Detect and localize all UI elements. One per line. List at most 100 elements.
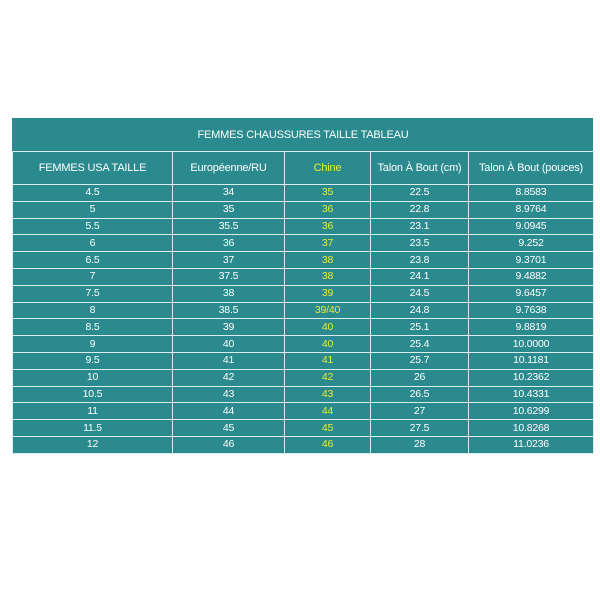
column-header: Talon À Bout (cm) [370, 151, 469, 185]
table-cell: 42 [172, 368, 285, 387]
table-row: 6 36 37 23.5 9.252 [12, 234, 594, 253]
table-cell: 10.6299 [468, 402, 594, 421]
title-row: FEMMES CHAUSSURES TAILLE TABLEAU [12, 118, 594, 152]
table-cell: 41 [284, 351, 371, 370]
table-row: 5 35 36 22.8 8.9764 [12, 200, 594, 219]
table-cell: 9.5 [12, 351, 173, 370]
table-cell: 10.1181 [468, 351, 594, 370]
table-cell: 44 [284, 402, 371, 421]
table-cell: 45 [284, 419, 371, 437]
table-cell: 12 [12, 435, 173, 454]
table-cell: 43 [284, 385, 371, 404]
table-cell: 8.5 [12, 318, 173, 337]
table-cell: 9.252 [468, 234, 594, 253]
table-cell: 10.8268 [468, 419, 594, 437]
table-cell: 46 [284, 435, 371, 454]
table-cell: 38 [284, 267, 371, 286]
table-cell: 10.4331 [468, 385, 594, 404]
table-cell: 40 [284, 335, 371, 353]
table-cell: 7.5 [12, 284, 173, 303]
table-cell: 35 [284, 184, 371, 202]
table-cell: 35.5 [172, 217, 285, 236]
table-cell: 8 [12, 301, 173, 320]
table-cell: 39 [284, 284, 371, 303]
table-cell: 39 [172, 318, 285, 337]
table-cell: 42 [284, 368, 371, 387]
table-cell: 37.5 [172, 267, 285, 286]
table-cell: 9.4882 [468, 267, 594, 286]
table-row: 8 38.5 39/40 24.8 9.7638 [12, 301, 594, 320]
table-cell: 23.1 [370, 217, 469, 236]
table-cell: 6 [12, 234, 173, 253]
table-cell: 25.4 [370, 335, 469, 353]
column-header: Chine [284, 151, 371, 185]
table-row: 9 40 40 25.4 10.0000 [12, 335, 594, 353]
table-cell: 7 [12, 267, 173, 286]
table-cell: 22.5 [370, 184, 469, 202]
column-header: Talon À Bout (pouces) [468, 151, 594, 185]
table-cell: 10 [12, 368, 173, 387]
table-cell: 23.8 [370, 251, 469, 269]
table-row: 12 46 46 28 11.0236 [12, 435, 594, 454]
table-cell: 23.5 [370, 234, 469, 253]
size-table: FEMMES CHAUSSURES TAILLE TABLEAU FEMMES … [12, 118, 594, 454]
table-cell: 40 [172, 335, 285, 353]
table-cell: 46 [172, 435, 285, 454]
table-cell: 45 [172, 419, 285, 437]
table-cell: 9.3701 [468, 251, 594, 269]
table-cell: 11.0236 [468, 435, 594, 454]
table-row: 4.5 34 35 22.5 8.8583 [12, 184, 594, 202]
column-header: Européenne/RU [172, 151, 285, 185]
table-cell: 11 [12, 402, 173, 421]
column-header: FEMMES USA TAILLE [12, 151, 173, 185]
table-row: 7 37.5 38 24.1 9.4882 [12, 267, 594, 286]
table-cell: 41 [172, 351, 285, 370]
table-cell: 40 [284, 318, 371, 337]
table-cell: 24.8 [370, 301, 469, 320]
table-row: 6.5 37 38 23.8 9.3701 [12, 251, 594, 269]
table-cell: 28 [370, 435, 469, 454]
table-cell: 10.0000 [468, 335, 594, 353]
table-cell: 27 [370, 402, 469, 421]
table-row: 11.5 45 45 27.5 10.8268 [12, 419, 594, 437]
table-cell: 26 [370, 368, 469, 387]
table-row: 8.5 39 40 25.1 9.8819 [12, 318, 594, 337]
table-cell: 10.5 [12, 385, 173, 404]
table-cell: 24.1 [370, 267, 469, 286]
table-cell: 36 [284, 217, 371, 236]
table-cell: 38.5 [172, 301, 285, 320]
table-cell: 9.7638 [468, 301, 594, 320]
table-cell: 44 [172, 402, 285, 421]
table-cell: 37 [284, 234, 371, 253]
table-cell: 10.2362 [468, 368, 594, 387]
table-cell: 38 [172, 284, 285, 303]
table-cell: 8.9764 [468, 200, 594, 219]
table-cell: 5 [12, 200, 173, 219]
table-cell: 34 [172, 184, 285, 202]
table-title: FEMMES CHAUSSURES TAILLE TABLEAU [12, 118, 594, 152]
table-cell: 24.5 [370, 284, 469, 303]
table-row: 11 44 44 27 10.6299 [12, 402, 594, 421]
table-cell: 43 [172, 385, 285, 404]
table-row: 10 42 42 26 10.2362 [12, 368, 594, 387]
table-cell: 26.5 [370, 385, 469, 404]
table-cell: 9.0945 [468, 217, 594, 236]
table-row: 10.5 43 43 26.5 10.4331 [12, 385, 594, 404]
table-cell: 8.8583 [468, 184, 594, 202]
table-cell: 9.6457 [468, 284, 594, 303]
table-cell: 38 [284, 251, 371, 269]
table-row: 5.5 35.5 36 23.1 9.0945 [12, 217, 594, 236]
table-cell: 4.5 [12, 184, 173, 202]
table-cell: 36 [284, 200, 371, 219]
table-cell: 25.1 [370, 318, 469, 337]
table-cell: 11.5 [12, 419, 173, 437]
table-row: 7.5 38 39 24.5 9.6457 [12, 284, 594, 303]
size-chart: FEMMES CHAUSSURES TAILLE TABLEAU FEMMES … [12, 118, 594, 454]
table-cell: 27.5 [370, 419, 469, 437]
table-cell: 9.8819 [468, 318, 594, 337]
table-cell: 36 [172, 234, 285, 253]
table-row: 9.5 41 41 25.7 10.1181 [12, 351, 594, 370]
table-cell: 22.8 [370, 200, 469, 219]
table-cell: 9 [12, 335, 173, 353]
table-cell: 6.5 [12, 251, 173, 269]
